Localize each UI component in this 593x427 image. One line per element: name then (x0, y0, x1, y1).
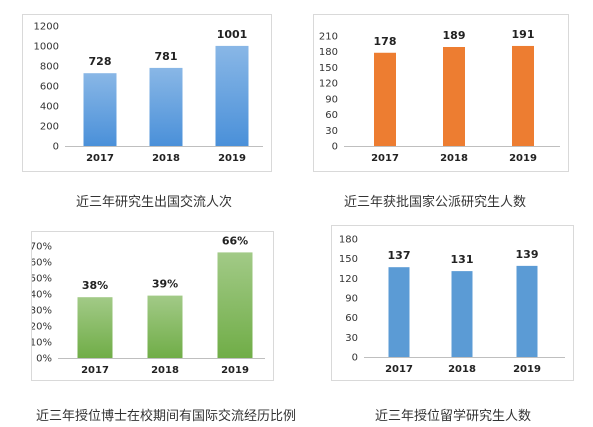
data-label-2019: 139 (516, 248, 539, 261)
y-tick-label: 400 (40, 102, 59, 113)
y-tick-label: 1200 (34, 22, 59, 33)
bar-2019 (512, 45, 534, 147)
chart-panel-phd-ratio: 0% 10% 20% 30% 40% 50% 60% 70% 38% 2017 39% 2018 66%… (31, 231, 274, 381)
bar-2018 (149, 67, 183, 146)
bar-2019 (516, 265, 538, 357)
x-tick-label: 2017 (86, 153, 114, 164)
y-tick-label: 40% (32, 290, 52, 301)
caption-intl-students: 近三年授位留学研究生人数 (375, 409, 532, 424)
chart-panel-public-funded: 0 30 60 90 120 150 180 210 178 2017 189 2018 191 2019 (313, 14, 569, 172)
data-label-2017: 137 (388, 249, 411, 262)
bar-2019 (217, 252, 253, 358)
data-label-2019: 1001 (217, 28, 248, 41)
caption-phd-ratio: 近三年授位博士在校期间有国际交流经历比例 (36, 409, 297, 424)
y-tick-label: 0 (332, 142, 338, 153)
data-label-2018: 39% (152, 278, 178, 291)
y-tick-label: 150 (319, 63, 338, 74)
y-tick-label: 30% (32, 306, 52, 317)
bar-2017 (374, 52, 396, 147)
y-tick-label: 90 (325, 94, 338, 105)
y-tick-label: 10% (32, 338, 52, 349)
y-tick-label: 0% (36, 354, 52, 365)
chart-public-funded: 0 30 60 90 120 150 180 210 178 2017 189 2018 191 2019 (319, 28, 560, 164)
y-tick-label: 200 (40, 122, 59, 133)
bar-2018 (443, 47, 465, 146)
data-label-2017: 728 (89, 55, 112, 68)
data-label-2019: 66% (222, 234, 248, 247)
data-label-2018: 781 (155, 50, 178, 63)
x-tick-label: 2018 (440, 153, 468, 164)
y-tick-label: 0 (352, 353, 358, 364)
y-tick-label: 120 (339, 274, 358, 285)
bar-2017 (77, 297, 113, 358)
x-tick-label: 2019 (221, 365, 249, 376)
x-tick-label: 2019 (513, 364, 541, 375)
x-tick-label: 2017 (385, 364, 413, 375)
data-label-2017: 38% (82, 279, 108, 292)
y-tick-label: 60% (32, 258, 52, 269)
y-tick-label: 120 (319, 79, 338, 90)
chart-panel-exchange: 0 200 400 600 800 1000 1200 728 2017 781 2018 1001 2… (22, 14, 272, 172)
y-tick-label: 30 (325, 126, 338, 137)
y-tick-label: 210 (319, 32, 338, 43)
y-tick-label: 600 (40, 82, 59, 93)
bar-2017 (388, 267, 410, 357)
bar-2018 (147, 295, 183, 358)
x-tick-label: 2019 (509, 153, 537, 164)
x-tick-label: 2019 (218, 153, 246, 164)
x-tick-label: 2018 (152, 153, 180, 164)
bar-2019 (215, 45, 249, 146)
bar-2018 (451, 271, 473, 357)
y-tick-label: 0 (53, 142, 59, 153)
chart-intl-students: 0 30 60 90 120 150 180 137 2017 131 2018 139 2019 (339, 235, 565, 375)
chart-panel-intl-students: 0 30 60 90 120 150 180 137 2017 131 2018 139 2019 (331, 225, 574, 381)
y-tick-label: 60 (325, 110, 338, 121)
caption-exchange: 近三年研究生出国交流人次 (76, 195, 233, 210)
y-tick-label: 180 (319, 47, 338, 58)
chart-exchange: 0 200 400 600 800 1000 1200 728 2017 781 2018 1001 2… (34, 22, 263, 164)
data-label-2018: 189 (443, 29, 466, 42)
y-tick-label: 1000 (34, 42, 59, 53)
y-tick-label: 30 (345, 333, 358, 344)
y-tick-label: 20% (32, 322, 52, 333)
x-tick-label: 2017 (81, 365, 109, 376)
data-label-2019: 191 (512, 28, 535, 41)
y-tick-label: 70% (32, 242, 52, 253)
chart-phd-ratio: 0% 10% 20% 30% 40% 50% 60% 70% 38% 2017 39% 2018 66%… (32, 234, 265, 376)
y-tick-label: 60 (345, 313, 358, 324)
y-tick-label: 180 (339, 235, 358, 246)
x-tick-label: 2017 (371, 153, 399, 164)
caption-public-funded: 近三年获批国家公派研究生人数 (344, 195, 527, 210)
y-tick-label: 90 (345, 294, 358, 305)
y-tick-label: 800 (40, 62, 59, 73)
x-tick-label: 2018 (448, 364, 476, 375)
data-label-2018: 131 (451, 253, 474, 266)
data-label-2017: 178 (374, 35, 397, 48)
y-tick-label: 150 (339, 254, 358, 265)
bar-2017 (83, 73, 117, 146)
y-tick-label: 50% (32, 274, 52, 285)
x-tick-label: 2018 (151, 365, 179, 376)
